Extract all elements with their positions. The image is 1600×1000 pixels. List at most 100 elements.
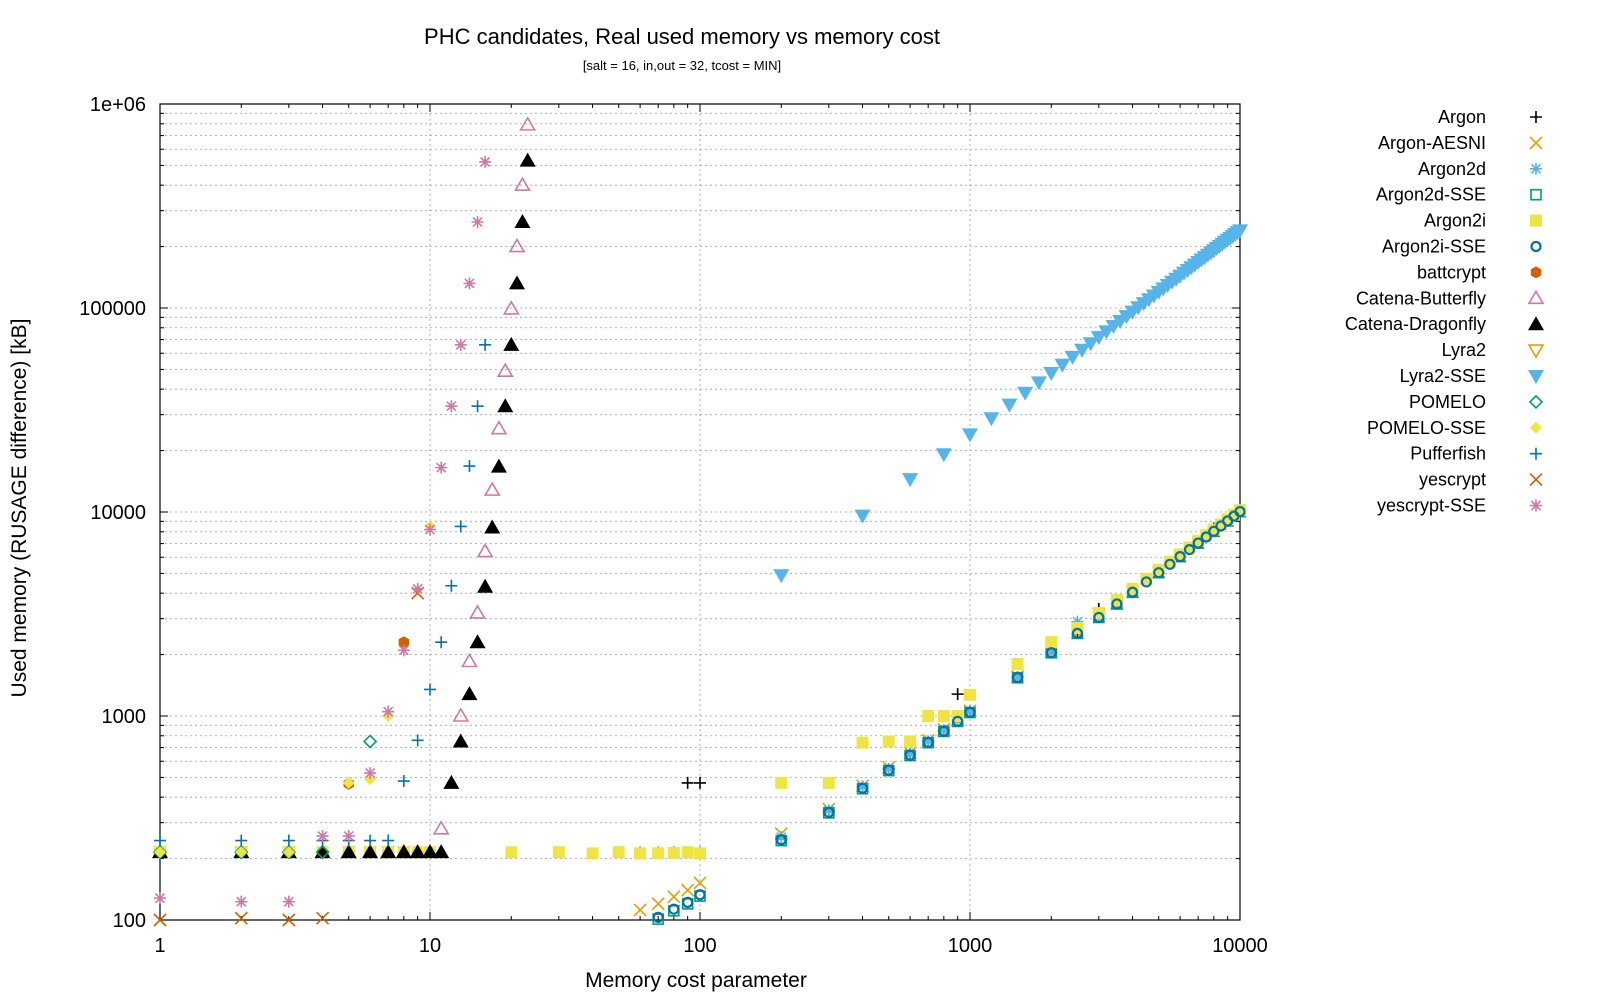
y-tick-label: 10000 — [90, 502, 146, 524]
data-point — [552, 846, 565, 859]
data-point — [282, 913, 296, 927]
data-point — [445, 400, 458, 413]
data-point — [471, 400, 484, 413]
data-point — [1054, 358, 1071, 373]
legend-item: Argon2d-SSE — [1376, 185, 1542, 205]
data-point — [586, 847, 599, 860]
data-point — [154, 834, 166, 847]
data-point — [902, 473, 919, 488]
y-tick-label: 1e+06 — [90, 94, 146, 116]
data-point — [514, 213, 531, 228]
series-catena-butterfly — [432, 116, 537, 835]
data-point — [775, 776, 788, 789]
data-point — [1011, 657, 1024, 670]
legend-label: Pufferfish — [1410, 444, 1486, 464]
data-point — [935, 448, 952, 463]
data-point — [1030, 376, 1047, 391]
data-point — [937, 724, 950, 737]
data-point — [508, 238, 526, 253]
series-catena-dragonfly — [152, 152, 536, 859]
data-point — [856, 782, 869, 794]
data-point — [937, 710, 950, 722]
data-point — [822, 804, 835, 817]
data-point — [342, 776, 355, 789]
data-point — [502, 300, 520, 315]
data-point — [1043, 367, 1060, 382]
data-point — [424, 683, 436, 696]
data-point — [497, 398, 514, 413]
data-point — [1164, 558, 1176, 570]
legend-marker — [1530, 214, 1542, 227]
data-point — [235, 846, 248, 859]
legend-marker — [1530, 266, 1542, 279]
data-point — [443, 774, 460, 789]
data-point — [1093, 611, 1105, 624]
series-pomelo-sse — [154, 520, 436, 859]
data-point — [503, 336, 520, 351]
data-point — [397, 775, 410, 788]
legend-item: Argon2d — [1418, 159, 1542, 179]
data-point — [694, 776, 706, 789]
legend-marker — [1530, 447, 1542, 460]
legend-marker — [1530, 111, 1542, 123]
data-point — [964, 688, 976, 701]
legend-marker — [1528, 316, 1544, 331]
data-point — [694, 889, 706, 901]
data-point — [395, 844, 412, 859]
data-point — [519, 116, 537, 131]
data-point — [476, 542, 494, 558]
data-point — [1074, 343, 1091, 358]
data-point — [1174, 548, 1187, 561]
legend-item: Lyra2-SSE — [1400, 366, 1544, 386]
data-point — [454, 520, 467, 533]
legend-item: Argon — [1438, 107, 1542, 127]
data-point — [856, 780, 869, 793]
legend-label: Argon2i — [1424, 211, 1486, 231]
legend-label: Lyra2 — [1442, 340, 1486, 360]
data-point — [154, 892, 166, 905]
data-point — [1045, 647, 1057, 659]
data-point — [962, 428, 978, 443]
legend-item: Catena-Butterfly — [1356, 288, 1545, 308]
legend: Argon Argon-AESNI Argon2d Argon2d-SSE Argon2… — [1345, 107, 1545, 516]
legend-item: yescrypt-SSE — [1377, 496, 1542, 516]
data-point — [1192, 537, 1204, 549]
data-point — [479, 155, 492, 168]
axis-ticks: 1 10 100 1000 10000 100 1000 10000 100000 1e+06 — [79, 94, 1268, 957]
legend-item: Argon-AESNI — [1378, 133, 1543, 153]
data-point — [856, 736, 869, 749]
data-point — [484, 519, 501, 534]
data-point — [452, 707, 470, 722]
legend-label: POMELO-SSE — [1367, 418, 1486, 438]
data-point — [1208, 525, 1220, 537]
data-point — [1017, 386, 1034, 401]
data-point — [1001, 398, 1018, 413]
x-tick-label: 1 — [154, 935, 165, 957]
data-point — [380, 844, 397, 859]
series-lyra2-sse — [773, 224, 1248, 584]
legend-item: Argon2i-SSE — [1382, 237, 1542, 257]
data-point — [1232, 224, 1248, 239]
legend-marker — [1527, 344, 1545, 359]
data-point — [340, 844, 357, 859]
data-point — [282, 895, 295, 908]
data-point — [964, 705, 976, 718]
data-point — [1140, 576, 1152, 588]
data-point — [362, 844, 379, 859]
data-point — [362, 734, 378, 749]
data-point — [922, 736, 934, 749]
legend-item: Argon2i — [1424, 211, 1542, 231]
legend-item: POMELO-SSE — [1367, 418, 1542, 438]
data-point — [411, 734, 424, 747]
data-point — [904, 735, 917, 748]
data-point — [364, 834, 377, 847]
legend-label: battcrypt — [1417, 262, 1486, 282]
data-point — [1126, 586, 1139, 598]
data-point — [651, 897, 665, 911]
legend-marker — [1529, 136, 1543, 150]
x-tick-label: 100 — [683, 935, 716, 957]
data-point — [1234, 506, 1246, 518]
data-point — [452, 733, 469, 748]
x-tick-label: 10 — [419, 935, 441, 957]
